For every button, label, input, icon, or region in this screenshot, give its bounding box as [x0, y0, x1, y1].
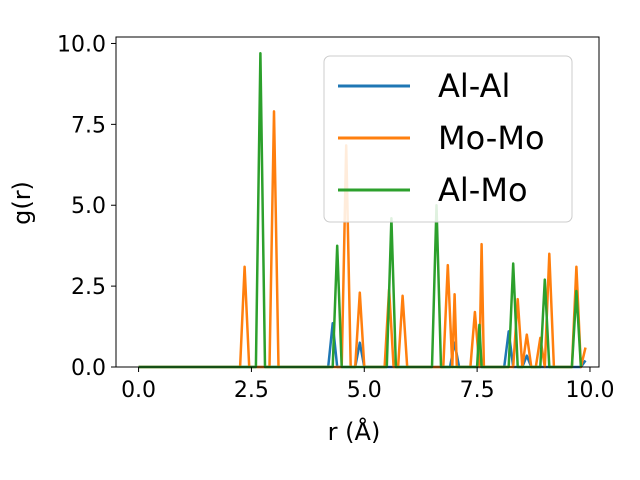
y-axis: 0.0 2.5 5.0 7.5 10.0 [57, 32, 116, 381]
legend-label-al-al: Al-Al [438, 67, 510, 105]
y-tick-label: 2.5 [71, 275, 106, 300]
plot-frame [115, 36, 600, 368]
x-axis: 0.0 2.5 5.0 7.5 10.0 [121, 367, 614, 403]
x-tick-label: 10.0 [565, 378, 614, 403]
x-tick-label: 7.5 [460, 378, 495, 403]
x-tick-label: 5.0 [347, 378, 382, 403]
legend-label-mo-mo: Mo-Mo [438, 119, 545, 157]
x-tick-label: 0.0 [121, 378, 156, 403]
legend-box [323, 55, 573, 223]
y-tick-label: 10.0 [57, 32, 106, 57]
legend-label-al-mo: Al-Mo [438, 171, 528, 209]
x-axis-label: r (Å) [328, 417, 381, 446]
y-tick-label: 5.0 [71, 194, 106, 219]
y-tick-label: 0.0 [71, 356, 106, 381]
x-tick-label: 2.5 [234, 378, 269, 403]
legend: Al-Al Mo-Mo Al-Mo [323, 55, 573, 223]
y-tick-label: 7.5 [71, 113, 106, 138]
y-axis-label: g(r) [8, 181, 36, 225]
